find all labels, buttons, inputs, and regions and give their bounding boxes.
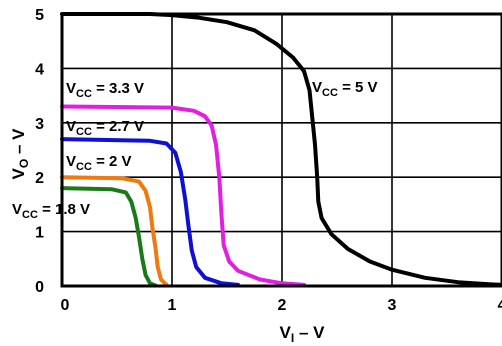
x-tick-label: 0	[61, 297, 70, 314]
series-label-value: = 5 V	[338, 79, 378, 96]
y-axis-label-main: V	[9, 167, 28, 179]
x-tick-label: 1	[168, 297, 177, 314]
series-label-main: V	[66, 153, 76, 170]
y-axis-label-subscript: O	[17, 159, 31, 168]
series-label-vcc-2-7-v: VCC = 2.7 V	[66, 118, 144, 138]
series-label-vcc-2-v: VCC = 2 V	[66, 153, 132, 173]
x-tick-label: 4	[498, 297, 502, 314]
series-label-main: V	[66, 118, 76, 135]
x-axis-label-main: V	[280, 323, 292, 342]
y-tick-label: 2	[35, 170, 44, 187]
x-tick-label: 3	[388, 297, 397, 314]
x-axis-label: VI – V	[280, 323, 326, 345]
x-tick-label: 2	[278, 297, 287, 314]
y-tick-label: 0	[35, 279, 44, 296]
series-label-subscript: CC	[76, 161, 92, 173]
y-tick-label: 5	[35, 7, 44, 24]
series-label-subscript: CC	[76, 88, 92, 100]
y-tick-label: 3	[35, 116, 44, 133]
series-label-subscript: CC	[322, 87, 338, 99]
series-label-value: = 1.8 V	[38, 201, 90, 218]
y-tick-label: 1	[35, 225, 44, 242]
series-label-value: = 2.7 V	[92, 118, 144, 135]
grid-lines	[62, 14, 502, 286]
series-label-main: V	[66, 80, 76, 97]
y-axis-label-suffix: – V	[9, 128, 28, 159]
y-axis-label: VO – V	[9, 128, 31, 180]
series-label-value: = 3.3 V	[92, 80, 144, 97]
series-label-vcc-5-v: VCC = 5 V	[312, 79, 378, 99]
series-label-subscript: CC	[22, 209, 38, 221]
series-label-value: = 2 V	[92, 153, 132, 170]
series-label-vcc-1-8-v: VCC = 1.8 V	[12, 201, 90, 221]
series-label-main: V	[12, 201, 22, 218]
y-tick-label: 4	[35, 61, 44, 78]
series-label-main: V	[312, 79, 322, 96]
series-label-vcc-3-3-v: VCC = 3.3 V	[66, 80, 144, 100]
series-label-subscript: CC	[76, 126, 92, 138]
x-axis-label-suffix: – V	[294, 323, 325, 342]
